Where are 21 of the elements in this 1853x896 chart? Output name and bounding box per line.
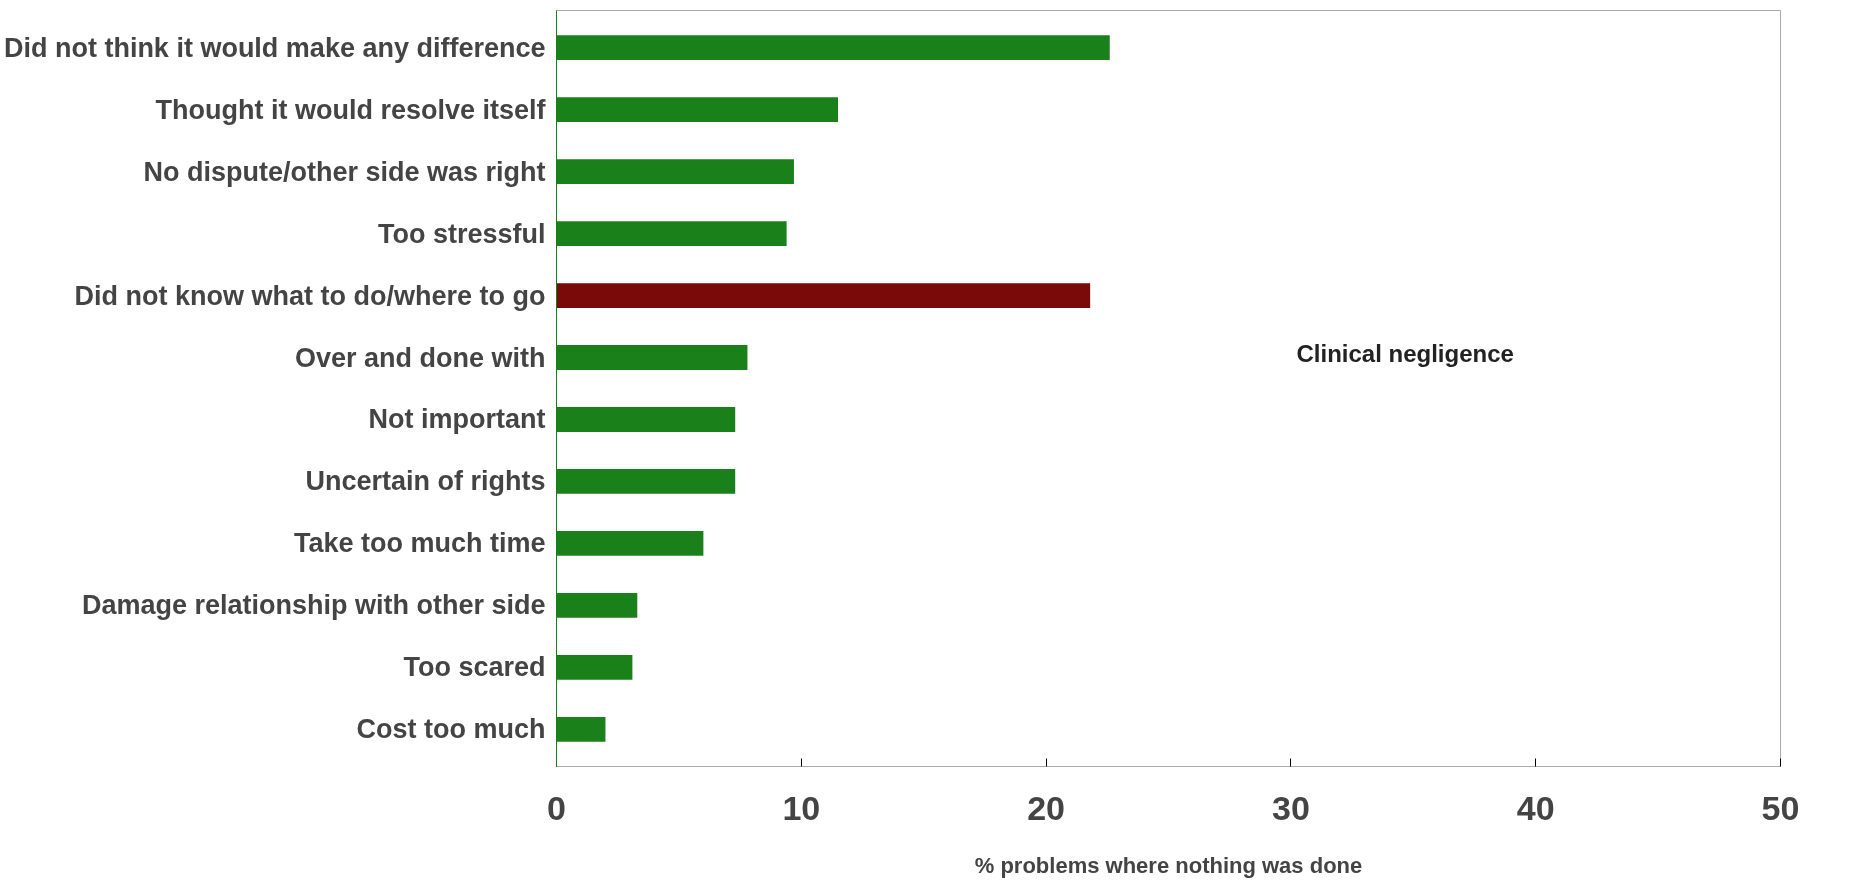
y-tick-label: Uncertain of rights: [305, 466, 546, 497]
x-tick-label: 30: [1271, 788, 1310, 827]
y-tick-label: Did not think it would make any difference: [3, 32, 546, 63]
y-tick-label: Did not know what to do/where to go: [74, 280, 546, 311]
y-tick-label: Not important: [368, 404, 546, 435]
y-tick-label: Over and done with: [294, 342, 546, 373]
bar: [556, 283, 1091, 308]
y-tick-label: Thought it would resolve itself: [155, 94, 547, 125]
x-tick-label: 0: [547, 788, 566, 827]
y-tick-label: Too stressful: [377, 218, 546, 249]
y-tick-label: Cost too much: [356, 714, 546, 745]
y-tick-label: Too scared: [403, 652, 546, 683]
x-tick-label: 40: [1516, 788, 1555, 827]
y-tick-label: Damage relationship with other side: [81, 590, 546, 621]
x-axis-title: % problems where nothing was done: [974, 852, 1363, 878]
x-tick-label: 20: [1027, 788, 1066, 827]
y-tick-label: No dispute/other side was right: [143, 156, 546, 187]
x-tick-label: 10: [782, 788, 821, 827]
y-tick-label: Take too much time: [293, 528, 546, 559]
annotation: Clinical negligence: [1296, 339, 1514, 367]
x-tick-label: 50: [1761, 788, 1800, 827]
